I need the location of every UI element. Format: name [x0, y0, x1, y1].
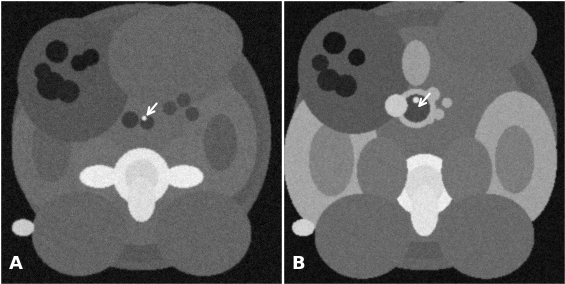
- Text: B: B: [292, 255, 305, 273]
- Text: A: A: [8, 255, 23, 273]
